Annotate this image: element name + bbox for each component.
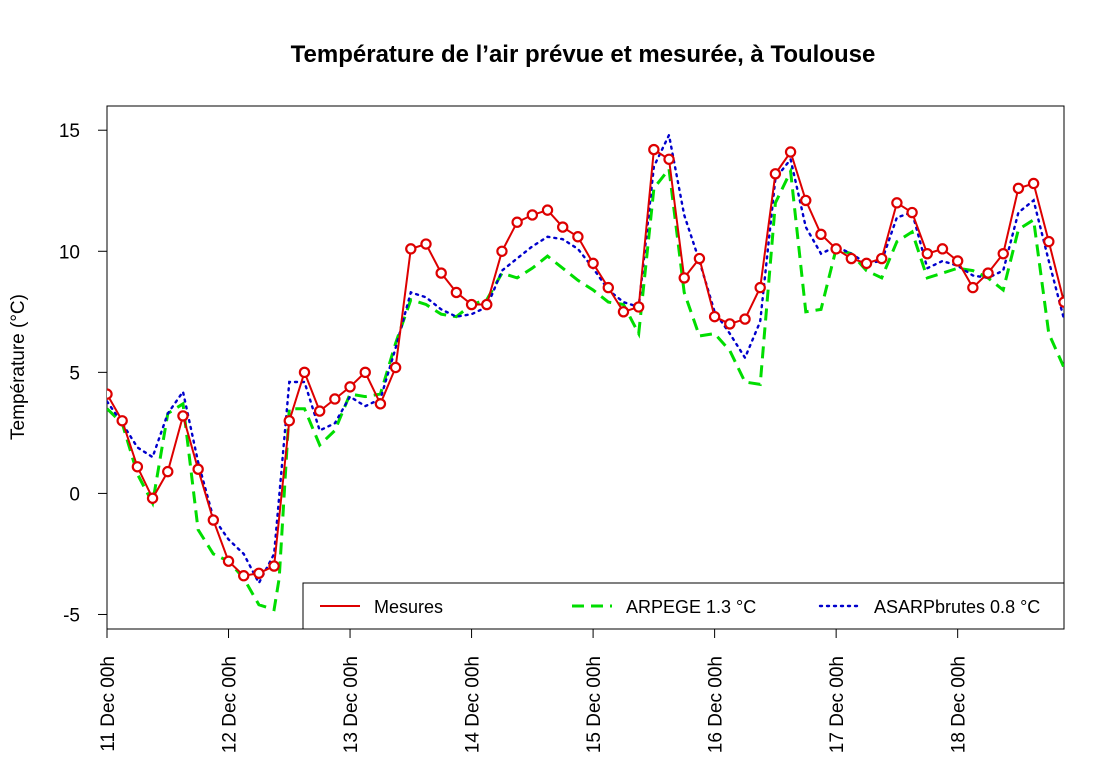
x-tick-label-0: 11 Dec 00h [98,656,119,752]
series-0-point-33 [602,281,614,294]
series-0-point-46 [800,194,812,207]
series-0-point-54 [921,247,933,260]
series-0-point-53 [906,206,918,219]
series-0-point-31 [572,231,584,243]
y-axis: -5 0 5 10 15 [59,121,107,626]
series-0-point-55 [936,243,949,255]
y-tick-label-0: -5 [63,605,80,626]
x-tick-label-2: 13 Dec 00h [341,656,362,753]
series-0-point-24 [465,298,478,311]
series-0-point-16 [344,381,356,393]
series-0-point-48 [830,243,842,255]
series-0-point-10 [253,567,265,580]
plot-frame [106,105,1065,630]
series-0-point-37 [663,153,675,165]
x-tick-label-5: 16 Dec 00h [706,656,727,753]
series-0-point-36 [648,143,660,156]
series-0-point-3 [146,492,159,504]
y-tick-label-3: 10 [59,242,80,263]
series-0-point-15 [329,393,341,405]
x-tick-label-7: 18 Dec 00h [949,656,970,753]
series-0-point-34 [617,306,630,318]
series-0-point-11 [268,560,280,572]
series-0 [107,143,1064,582]
series-0-point-35 [632,301,645,313]
series-0-point-58 [982,267,994,279]
series-0-point-21 [420,238,432,250]
x-tick-label-3: 14 Dec 00h [463,656,484,753]
x-tick-label-6: 17 Dec 00h [827,656,848,753]
series-0-point-57 [967,281,979,294]
series-0-point-6 [192,463,204,475]
series-0-point-30 [557,221,569,233]
series-0-point-12 [283,415,295,427]
y-tick-label-4: 15 [59,121,80,142]
legend: Mesures ARPEGE 1.3 °C ASARPbrutes 0.8 °C [302,582,1065,630]
series-0-point-59 [997,247,1009,260]
series-0-point-22 [435,267,447,279]
series-0-point-20 [405,243,417,255]
series-0-point-43 [754,281,766,294]
series-0-point-4 [162,465,174,478]
series-0-point-44 [769,168,782,180]
y-tick-label-2: 5 [69,363,80,384]
legend-label-2: ASARPbrutes 0.8 °C [874,597,1040,617]
series-0-point-63 [1058,296,1064,308]
series-layer [107,131,1064,612]
series-0-point-32 [587,257,599,270]
series-2 [107,131,1064,586]
series-0-point-61 [1027,177,1040,190]
series-0-point-18 [374,398,387,410]
series-0-point-25 [481,298,493,311]
series-0-point-13 [298,366,311,379]
y-axis-label: Température (°C) [8,294,29,440]
series-0-point-5 [177,410,189,422]
series-1-line [107,165,1064,612]
series-0-point-9 [238,570,250,582]
series-0-point-29 [541,204,554,216]
series-0-point-2 [131,461,144,473]
series-0-point-19 [389,361,402,374]
series-0-point-23 [450,286,463,299]
series-0-point-40 [708,310,721,323]
series-0-line [107,147,1064,577]
series-0-point-7 [207,514,220,526]
series-0-point-62 [1043,235,1055,248]
series-0-point-50 [860,257,873,270]
series-1 [107,165,1064,612]
series-0-point-28 [526,209,539,221]
series-0-point-17 [359,366,371,379]
legend-label-1: ARPEGE 1.3 °C [626,597,756,617]
series-0-point-56 [951,255,964,267]
legend-box [302,582,1065,630]
legend-label-0: Mesures [374,597,443,617]
series-0-point-52 [891,197,903,209]
series-0-point-8 [222,555,235,567]
series-0-point-41 [724,318,736,330]
series-0-point-27 [511,216,523,228]
series-0-point-1 [116,415,128,427]
series-0-point-49 [845,252,858,265]
chart-title: Température de l’air prévue et mesurée, … [291,41,876,68]
series-0-point-39 [693,252,706,265]
y-tick-label-1: 0 [69,484,80,505]
series-0-point-47 [815,228,827,241]
series-0-point-42 [739,313,751,325]
series-0-point-45 [784,146,797,158]
series-0-point-26 [496,245,508,257]
series-0-point-60 [1012,182,1025,195]
x-axis: 11 Dec 00h 12 Dec 00h 13 Dec 00h 14 Dec 00h… [98,629,970,753]
series-0-point-51 [876,252,888,265]
series-0-point-14 [313,405,326,417]
series-0-point-0 [107,388,113,400]
x-tick-label-4: 15 Dec 00h [584,656,605,753]
series-2-line [107,131,1064,586]
series-0-point-38 [678,272,690,284]
x-tick-label-1: 12 Dec 00h [220,656,241,753]
